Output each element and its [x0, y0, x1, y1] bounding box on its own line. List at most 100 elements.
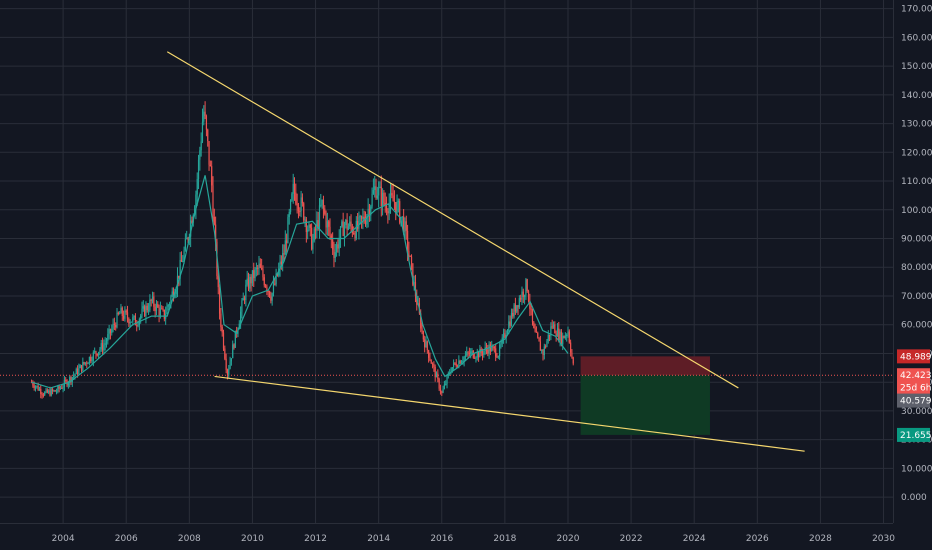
candle-body	[122, 315, 125, 319]
candle-body	[232, 344, 234, 359]
candle-body	[104, 343, 106, 346]
candle-body	[516, 305, 518, 312]
candle-body	[362, 216, 364, 219]
y-tick-label: 60.000	[901, 321, 932, 331]
candle-body	[65, 380, 67, 382]
candle-body	[44, 392, 46, 396]
candle-body	[570, 342, 572, 353]
candle-body	[471, 350, 473, 352]
candle-body	[255, 267, 257, 269]
candle-body	[538, 337, 540, 342]
moving-average	[31, 175, 569, 389]
time-axis[interactable]: 2004 2006 2008 2010 2012 2014 2016 2018 2020 2022…	[52, 534, 896, 544]
candle-body	[350, 221, 352, 227]
candle-body	[121, 307, 123, 316]
candle-body	[220, 313, 222, 328]
candle-body	[355, 220, 357, 239]
candle-body	[163, 309, 165, 319]
candle-body	[439, 388, 442, 392]
candle-body	[308, 224, 310, 230]
candle-body	[145, 305, 147, 317]
candle-body	[556, 328, 559, 337]
stop-loss-zone	[580, 356, 710, 376]
candle-body	[435, 373, 438, 378]
y-tick-label: 170.000	[901, 5, 932, 15]
candle-body	[296, 203, 298, 206]
candle-body	[225, 358, 227, 370]
y-tick-label: 100.000	[901, 206, 932, 216]
candle-body	[375, 186, 377, 199]
candle-body	[328, 221, 330, 227]
candle-body	[90, 357, 92, 361]
candle-body	[320, 204, 322, 206]
trendlines[interactable]	[166, 51, 805, 452]
candle-body	[322, 199, 325, 209]
candle-body	[82, 362, 84, 371]
candle-body	[467, 352, 469, 354]
candle-body	[151, 296, 154, 301]
candle-body	[416, 295, 418, 305]
candle-body	[387, 211, 389, 214]
candle-body	[40, 388, 42, 395]
candle-body	[491, 346, 493, 352]
candle-body	[80, 365, 83, 371]
candle-body	[470, 351, 472, 355]
candle-body	[502, 333, 505, 338]
candle-body	[451, 367, 453, 372]
candle-body	[526, 279, 528, 292]
candle-body	[372, 190, 374, 194]
candle-body	[512, 312, 514, 317]
candle-body	[520, 298, 522, 300]
price-tag	[897, 427, 930, 442]
candle-body	[234, 330, 236, 348]
candle-body	[53, 390, 55, 392]
candle-body	[137, 324, 139, 326]
candle-body	[568, 331, 570, 343]
candle-body	[32, 382, 34, 386]
candles	[30, 101, 574, 399]
candle-body	[383, 192, 385, 203]
candle-body	[141, 308, 143, 316]
candle-body	[245, 284, 247, 300]
candle-body	[334, 252, 336, 258]
lower-trendline[interactable]	[214, 375, 805, 452]
x-tick-label: 2016	[430, 534, 453, 544]
y-tick-label: 0.000	[901, 493, 927, 503]
candle-body	[496, 356, 498, 358]
candle-body	[463, 356, 465, 362]
candle-body	[183, 250, 185, 262]
candle-body	[196, 179, 198, 195]
candle-body	[147, 310, 150, 312]
candle-body	[479, 348, 481, 358]
candle-body	[332, 239, 334, 250]
price-tag	[897, 393, 930, 408]
candle-body	[159, 308, 162, 316]
candle-body	[45, 389, 47, 393]
candle-body	[341, 221, 343, 227]
candle-body	[211, 166, 213, 186]
candle-body	[366, 216, 368, 225]
candle-body	[128, 318, 130, 324]
candle-body	[420, 313, 422, 329]
candle-body	[167, 305, 169, 307]
candle-body	[187, 238, 189, 240]
candle-body	[477, 351, 480, 358]
candle-body	[91, 360, 93, 362]
price-tags: 48.989 42.423 25d 6h 40.579 21.655	[897, 349, 932, 442]
candle-body	[155, 304, 158, 312]
upper-trendline[interactable]	[166, 51, 739, 389]
candle-body	[547, 334, 549, 341]
candle-body	[567, 331, 569, 335]
candle-body	[149, 299, 151, 311]
candle-body	[428, 350, 430, 358]
candle-body	[535, 331, 538, 333]
candle-body	[533, 322, 535, 328]
candle-body	[481, 352, 484, 355]
candle-body	[318, 205, 321, 228]
candle-body	[233, 344, 235, 348]
candle-body	[115, 324, 117, 328]
x-tick-label: 2012	[304, 534, 327, 544]
x-tick-label: 2024	[683, 534, 706, 544]
